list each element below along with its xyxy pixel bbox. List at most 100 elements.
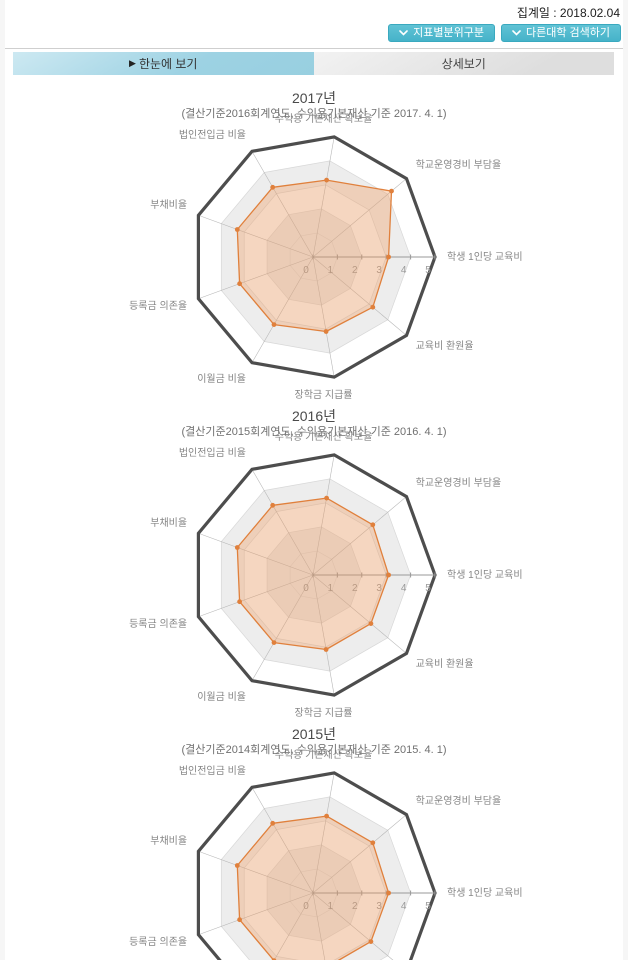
radar-chart-block: 2017년 (결산기준2016회계연도, 수익용기본재산 기준 2017. 4. … — [5, 89, 623, 407]
radar-outline — [196, 453, 437, 697]
series-point — [324, 177, 329, 183]
chart-subtitle: (결산기준2014회계연도, 수익용기본재산 기준 2015. 4. 1) — [181, 744, 447, 756]
spoke-line — [198, 892, 314, 936]
axis-tick-label: 0 — [303, 583, 309, 594]
axis-category-label: 학생 1인당 교육비 — [447, 251, 523, 263]
spoke-line — [312, 892, 326, 960]
indicator-quantile-button[interactable]: 지표별분위구분 — [388, 24, 495, 42]
spoke-line — [312, 574, 335, 696]
spoke-line — [198, 850, 314, 894]
axis-category-label: 이월금 비율 — [197, 691, 246, 703]
arrow-right-icon: ▶ — [129, 58, 136, 68]
spoke-line — [312, 814, 407, 894]
spoke-line — [198, 214, 314, 258]
spoke-line — [312, 256, 407, 336]
spoke-line — [312, 136, 335, 258]
series-point — [368, 939, 374, 944]
axis-category-label: 부채비율 — [150, 199, 187, 211]
button-label: 다른대학 검색하기 — [525, 26, 610, 39]
series-point — [237, 281, 243, 287]
axis-category-label: 학생 1인당 교육비 — [447, 569, 523, 581]
axis-category-label: 학교운영경비 부담율 — [416, 794, 502, 807]
axis-tick-label: 5 — [425, 901, 431, 912]
axis-category-label: 수익용 기본재산 확보율 — [275, 749, 373, 761]
axis-tick-label: 4 — [401, 265, 407, 276]
series-point — [370, 522, 376, 528]
spoke-line — [251, 151, 314, 258]
series-point — [270, 184, 276, 190]
spoke-line — [273, 892, 314, 960]
axis-category-label: 교육비 환원율 — [416, 658, 474, 670]
series-point — [386, 254, 391, 260]
axis-category-label: 장학금 지급률 — [295, 707, 353, 719]
spoke-line — [251, 574, 314, 681]
series-point — [323, 647, 329, 652]
radar-chart-block: 2016년 (결산기준2015회계연도, 수익용기본재산 기준 2016. 4. … — [5, 407, 623, 725]
axis-tick-label: 4 — [401, 901, 407, 912]
axis-tick-label: 1 — [328, 901, 334, 912]
series-point — [370, 840, 376, 846]
search-other-university-button[interactable]: 다른대학 검색하기 — [500, 24, 621, 42]
series-point — [270, 502, 276, 508]
series-point — [270, 820, 276, 826]
spoke-line — [198, 532, 314, 576]
axis-category-label: 등록금 의존율 — [129, 936, 187, 948]
series-point — [323, 329, 329, 334]
chevron-down-icon — [399, 30, 408, 36]
spoke-line — [312, 496, 407, 576]
spoke-line — [312, 892, 394, 960]
series-point — [368, 621, 374, 626]
axis-tick-label: 0 — [303, 265, 309, 276]
spoke-line — [198, 574, 314, 618]
axis-tick-label: 4 — [401, 583, 407, 594]
axis-category-label: 교육비 환원율 — [416, 340, 474, 352]
spoke-line — [312, 574, 407, 654]
series-point — [234, 545, 240, 550]
axis-category-label: 법인전입금 비율 — [179, 128, 246, 141]
spoke-line — [312, 772, 335, 894]
axis-tick-label: 2 — [352, 901, 358, 912]
spoke-line — [251, 469, 314, 576]
axis-tick-label: 5 — [425, 265, 431, 276]
tab-detail[interactable]: 상세보기 — [313, 52, 614, 75]
axis-category-label: 수익용 기본재산 확보율 — [275, 431, 373, 443]
main-panel: 집계일 : 2018.02.04 지표별분위구분 다른대학 검색하기 ▶ 한눈에… — [5, 0, 623, 960]
aggregation-date: 집계일 : 2018.02.04 — [516, 6, 620, 20]
series-polygon — [236, 497, 390, 651]
axis-tick-label: 0 — [303, 901, 309, 912]
chart-title: 2016년 — [291, 408, 337, 424]
series-point — [370, 304, 376, 310]
axis-category-label: 학교운영경비 부담율 — [416, 476, 502, 489]
tab-label: 상세보기 — [441, 57, 486, 71]
series-point — [386, 572, 391, 578]
button-label: 지표별분위구분 — [413, 26, 484, 39]
header: 집계일 : 2018.02.04 지표별분위구분 다른대학 검색하기 — [5, 0, 623, 49]
spoke-line — [251, 256, 314, 363]
axis-category-label: 장학금 지급률 — [295, 389, 353, 401]
series-point — [389, 188, 394, 194]
series-point — [237, 599, 243, 605]
series-point — [271, 322, 277, 327]
radar-outline — [196, 135, 437, 379]
tab-label: 한눈에 보기 — [138, 57, 198, 71]
axis-tick-label: 2 — [352, 583, 358, 594]
axis-tick-label: 3 — [376, 583, 382, 594]
axis-tick-label: 2 — [352, 265, 358, 276]
spoke-line — [312, 256, 335, 378]
tab-overview[interactable]: ▶ 한눈에 보기 — [13, 52, 314, 75]
series-polygon — [236, 179, 393, 333]
axis-category-label: 학교운영경비 부담율 — [416, 158, 502, 171]
chart-subtitle: (결산기준2015회계연도, 수익용기본재산 기준 2016. 4. 1) — [181, 426, 447, 438]
axis-category-label: 등록금 의존율 — [129, 300, 187, 312]
radar-outline — [196, 771, 437, 960]
radar-chart-block: 2015년 (결산기준2014회계연도, 수익용기본재산 기준 2015. 4. … — [5, 725, 623, 960]
axis-tick-label: 3 — [376, 901, 382, 912]
axis-category-label: 법인전입금 비율 — [179, 446, 246, 459]
axis-category-label: 수익용 기본재산 확보율 — [275, 113, 373, 125]
spoke-line — [251, 787, 314, 894]
chart-title: 2015년 — [291, 726, 337, 742]
chevron-down-icon — [512, 30, 521, 36]
tab-bar: ▶ 한눈에 보기 상세보기 — [13, 52, 614, 75]
